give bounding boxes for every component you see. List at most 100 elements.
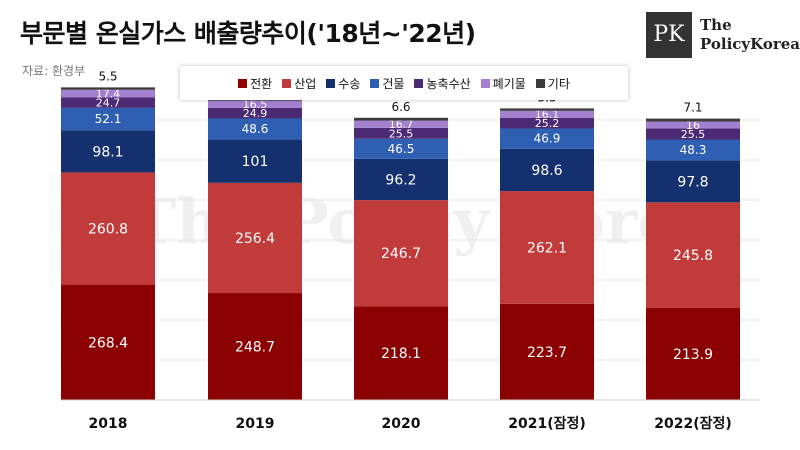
legend-swatch <box>414 78 424 88</box>
data-label: 16 <box>686 119 700 132</box>
legend-label: 전환 <box>250 76 273 91</box>
data-label: 245.8 <box>673 248 713 264</box>
data-label: 17.4 <box>96 87 121 100</box>
data-label: 52.1 <box>95 112 122 126</box>
legend-item: 수송 <box>326 75 360 92</box>
x-tick-label: 2022(잠정) <box>654 415 732 432</box>
bar-segment <box>61 97 155 108</box>
data-label: 25.2 <box>535 117 560 130</box>
data-label: 16.1 <box>535 108 560 121</box>
data-label: 101 <box>242 154 269 170</box>
data-label: 24.7 <box>96 97 121 110</box>
data-label: 25.5 <box>389 127 414 140</box>
legend-label: 폐기물 <box>492 76 526 91</box>
data-label: 48.6 <box>242 122 269 136</box>
data-label: 16.5 <box>243 98 268 111</box>
bar-segment <box>646 139 740 161</box>
data-label: 96.2 <box>385 172 416 188</box>
legend-swatch <box>480 78 490 88</box>
bar-segment <box>646 121 740 129</box>
logo-text-line-1: The <box>700 16 732 34</box>
data-label: 7.1 <box>683 101 702 115</box>
bar-segment <box>646 128 740 140</box>
bar-segment <box>500 117 594 129</box>
data-label: 246.7 <box>381 246 421 262</box>
legend-label: 기타 <box>547 76 570 91</box>
data-label: 48.3 <box>680 143 707 157</box>
data-label: 98.1 <box>92 144 123 160</box>
data-label: 6.6 <box>391 100 410 114</box>
legend-label: 농축수산 <box>426 76 471 91</box>
bar-segment <box>354 306 448 400</box>
legend-swatch <box>535 78 545 88</box>
bar-segment <box>500 148 594 192</box>
x-tick-label: 2019 <box>236 416 275 432</box>
bar-segment <box>208 293 302 400</box>
legend-label: 산업 <box>294 76 317 91</box>
bar-segment <box>61 87 155 90</box>
bar-segment <box>61 284 155 400</box>
bar-segment <box>500 110 594 118</box>
data-label: 46.5 <box>388 142 415 156</box>
logo-mark: PK <box>646 12 692 58</box>
bar-segment <box>208 107 302 119</box>
logo-text: The PolicyKorea <box>700 16 800 54</box>
legend-label: 건물 <box>382 76 405 91</box>
legend-item: 농축수산 <box>414 75 471 92</box>
bar-segment <box>354 138 448 159</box>
bar-segment <box>646 308 740 400</box>
data-label: 25.5 <box>681 128 706 141</box>
data-label: 223.7 <box>527 345 567 361</box>
chart-title: 부문별 온실가스 배출량추이('18년~'22년) <box>20 19 476 48</box>
data-label: 262.1 <box>527 240 567 256</box>
legend-swatch <box>326 78 336 88</box>
bar-segment <box>354 120 448 128</box>
bar-segment <box>500 191 594 304</box>
chart-legend: 전환 산업 수송 건물 농축수산 폐기물 기타 <box>180 66 628 100</box>
data-label: 213.9 <box>673 347 713 363</box>
source-note: 자료: 환경부 <box>22 64 86 78</box>
data-label: 248.7 <box>235 340 275 356</box>
legend-swatch <box>238 78 248 88</box>
data-label: 98.6 <box>531 163 562 179</box>
data-label: 268.4 <box>88 335 128 351</box>
bar-segment <box>354 158 448 201</box>
legend-item: 폐기물 <box>480 75 526 92</box>
bar-segment <box>646 202 740 309</box>
data-label: 97.8 <box>677 174 708 190</box>
bar-segment <box>61 107 155 131</box>
logo-text-line-2: PolicyKorea <box>700 35 800 53</box>
x-tick-label: 2021(잠정) <box>508 415 586 432</box>
bar-segment <box>500 128 594 149</box>
bar-segment <box>354 200 448 307</box>
data-label: 256.4 <box>235 231 275 247</box>
x-tick-label: 2018 <box>89 416 128 432</box>
legend-swatch <box>282 78 292 88</box>
bar-segment <box>61 172 155 285</box>
bar-segment <box>208 118 302 140</box>
x-tick-label: 2020 <box>382 416 421 432</box>
bar-segment <box>208 139 302 183</box>
brand-logo: PK The PolicyKorea <box>646 12 800 66</box>
data-label: 260.8 <box>88 222 128 238</box>
bar-segment <box>500 303 594 400</box>
bar-segment <box>208 182 302 294</box>
legend-item: 전환 <box>238 75 272 92</box>
bar-segment <box>208 100 302 108</box>
legend-item: 건물 <box>370 75 404 92</box>
data-label: 218.1 <box>381 346 421 362</box>
bar-segment <box>61 89 155 98</box>
bar-segment <box>354 127 448 139</box>
bar-segment <box>646 160 740 203</box>
legend-item: 기타 <box>535 75 570 92</box>
bar-segment <box>354 117 448 121</box>
legend-item: 산업 <box>282 75 316 92</box>
data-label: 24.9 <box>243 107 268 120</box>
bar-segment <box>500 108 594 111</box>
data-label: 5.5 <box>98 69 117 83</box>
legend-label: 수송 <box>338 76 361 91</box>
bar-segment <box>646 118 740 122</box>
bar-segment <box>61 130 155 173</box>
data-label: 16.7 <box>389 118 414 131</box>
